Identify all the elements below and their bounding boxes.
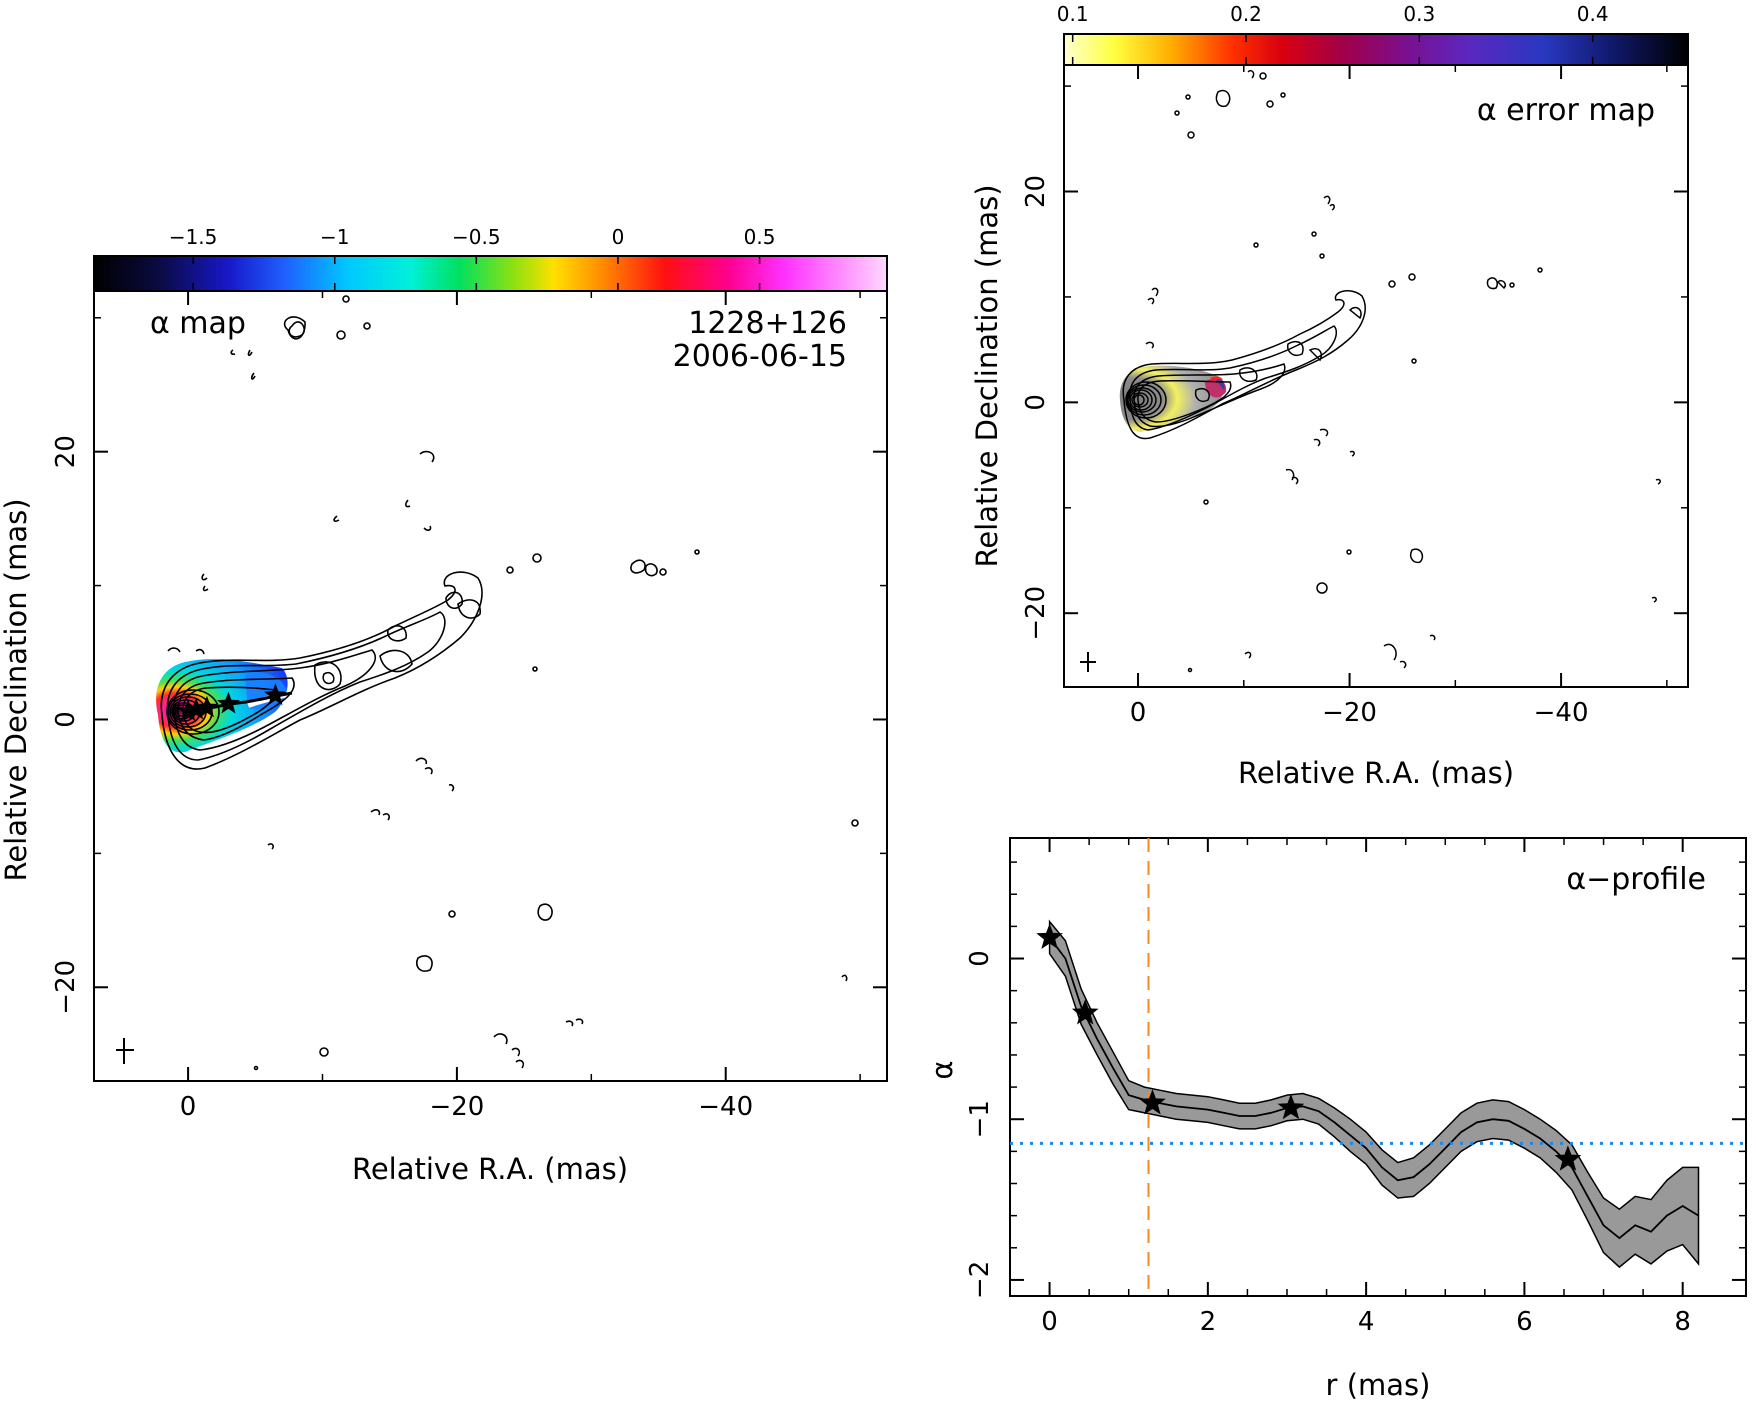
- ridge-marker-star: [184, 697, 208, 720]
- x-tick-label: 6: [1516, 1307, 1533, 1337]
- error-map-ylabel: Relative Declination (mas): [970, 184, 1004, 567]
- error-colorbar: [1063, 33, 1689, 66]
- error-map-contours: [1122, 69, 1661, 673]
- observation-date: 2006-06-15: [673, 339, 847, 374]
- colorbar-tick-label: −0.5: [452, 225, 501, 249]
- alpha-map-contours: [160, 295, 859, 1071]
- alpha-profile-title: α−profile: [1566, 862, 1706, 897]
- alpha-profile-xlabel: r (mas): [1326, 1368, 1431, 1402]
- alpha-map-xlabel: Relative R.A. (mas): [352, 1152, 628, 1186]
- x-tick-label: 2: [1200, 1307, 1217, 1337]
- x-tick-label: −40: [1534, 698, 1589, 728]
- y-tick-label: −2: [965, 1261, 995, 1299]
- y-tick-label: 0: [1021, 394, 1051, 411]
- alpha-profile-frame: [1009, 837, 1747, 1297]
- x-tick-label: −40: [698, 1092, 753, 1122]
- error-map-axes: 0 −20 −40 20 0 −20: [1021, 65, 1688, 728]
- colorbar-tick-label: 0: [612, 225, 625, 249]
- y-tick-label: −1: [965, 1100, 995, 1138]
- colorbar-tick-label: −1: [320, 225, 349, 249]
- y-tick-label: 20: [51, 435, 81, 468]
- alpha-map-ridge-markers: [176, 683, 287, 721]
- error-map-beam: [1080, 652, 1096, 672]
- x-tick-label: −20: [1322, 698, 1377, 728]
- alpha-profile-marker-star: [1071, 999, 1099, 1025]
- colorbar-tick-label: 0.4: [1577, 2, 1609, 26]
- x-tick-label: −20: [429, 1092, 484, 1122]
- alpha-profile-panel: 0 2 4 6 8 0 −1 −2 α−profile r (mas) α: [925, 837, 1747, 1402]
- ridge-marker-star: [176, 699, 200, 721]
- alpha-map-axes: 0 −20 −40 20 0 −20: [51, 291, 887, 1122]
- error-colorbar-ticks: 0.1 0.2 0.3 0.4: [1057, 2, 1609, 65]
- error-map-panel: 0.1 0.2 0.3 0.4: [970, 2, 1689, 790]
- ridge-marker-star: [217, 691, 240, 714]
- colorbar-tick-label: 0.1: [1057, 2, 1089, 26]
- x-tick-label: 0: [1130, 698, 1147, 728]
- alpha-profile-ylabel: α: [925, 1060, 959, 1079]
- alpha-profile-marker-star: [1277, 1094, 1305, 1120]
- alpha-profile-marker-star: [1139, 1089, 1166, 1115]
- alpha-profile-marker-star: [1554, 1145, 1582, 1171]
- colorbar-tick-label: 0.5: [744, 225, 776, 249]
- x-tick-label: 0: [1041, 1307, 1058, 1337]
- alpha-colorbar-ticks: −1.5 −1 −0.5 0 0.5: [169, 225, 776, 291]
- y-tick-label: 20: [1021, 175, 1051, 208]
- y-tick-label: 0: [51, 711, 81, 728]
- ridge-marker-star: [195, 695, 219, 718]
- x-tick-label: 8: [1674, 1307, 1691, 1337]
- error-map-frame: [1063, 64, 1689, 688]
- alpha-map-panel: −1.5 −1 −0.5 0 0.5: [0, 225, 888, 1186]
- alpha-profile-axes: 0 2 4 6 8 0 −1 −2: [965, 838, 1746, 1337]
- x-tick-label: 4: [1358, 1307, 1375, 1337]
- alpha-colorbar: [93, 255, 888, 292]
- y-tick-label: 0: [965, 950, 995, 967]
- error-map-xlabel: Relative R.A. (mas): [1238, 756, 1514, 790]
- alpha-profile-marker-star: [1036, 923, 1063, 949]
- y-tick-label: −20: [1021, 586, 1051, 641]
- alpha-map-beam: [116, 1038, 134, 1064]
- colorbar-tick-label: 0.2: [1230, 2, 1262, 26]
- y-tick-label: −20: [51, 960, 81, 1015]
- alpha-map-label: α map: [150, 306, 246, 341]
- colorbar-tick-label: 0.3: [1403, 2, 1435, 26]
- alpha-map-frame: [93, 290, 888, 1082]
- colorbar-tick-label: −1.5: [169, 225, 218, 249]
- error-map-label: α error map: [1477, 93, 1655, 128]
- alpha-map-ylabel: Relative Declination (mas): [0, 498, 33, 881]
- ridge-marker-star: [264, 683, 287, 706]
- x-tick-label: 0: [180, 1092, 197, 1122]
- alpha-profile-error-band: [1048, 919, 1700, 1269]
- source-name: 1228+126: [688, 306, 847, 341]
- alpha-profile-markers: [1036, 923, 1582, 1171]
